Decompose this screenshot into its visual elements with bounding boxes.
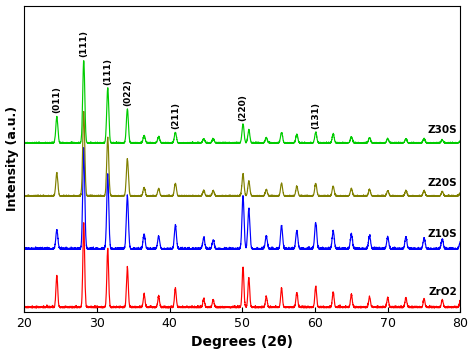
Text: ZrO2: ZrO2 [428, 287, 457, 297]
Text: (220): (220) [238, 94, 247, 121]
X-axis label: Degrees (2θ): Degrees (2θ) [191, 335, 293, 349]
Text: (211): (211) [171, 103, 180, 130]
Text: Z20S: Z20S [427, 178, 457, 188]
Text: Z30S: Z30S [427, 125, 457, 135]
Text: (011): (011) [52, 86, 61, 113]
Y-axis label: Intensity (a.u.): Intensity (a.u.) [6, 106, 18, 211]
Text: (111): (111) [103, 58, 112, 84]
Text: Z10S: Z10S [427, 229, 457, 239]
Text: (111): (111) [79, 31, 88, 58]
Text: (022): (022) [123, 79, 132, 106]
Text: (131): (131) [311, 102, 320, 129]
